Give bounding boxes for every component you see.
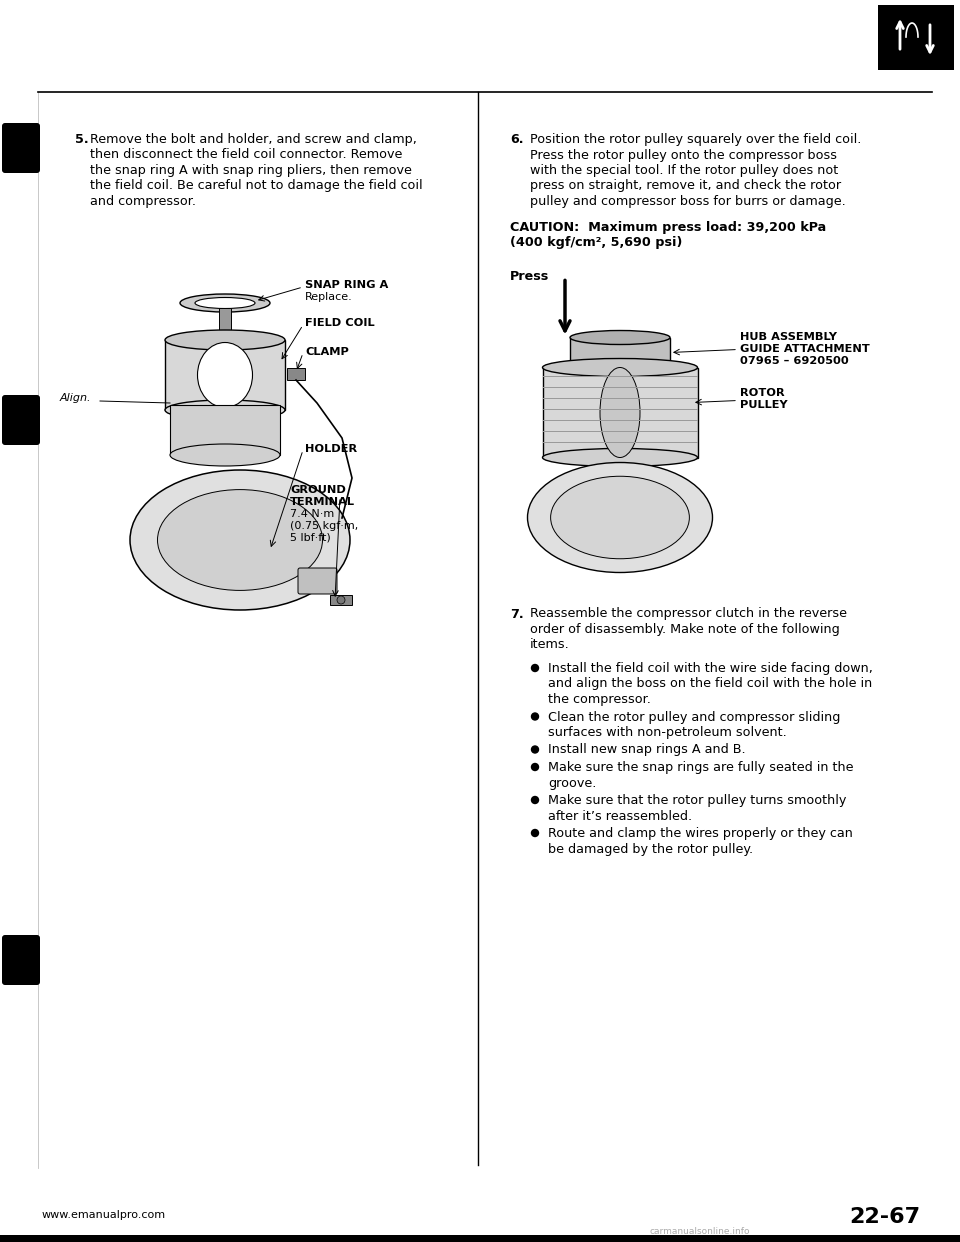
Ellipse shape: [157, 489, 323, 590]
FancyBboxPatch shape: [2, 123, 40, 173]
Bar: [219, 308, 231, 370]
Ellipse shape: [542, 359, 698, 376]
Text: ROTOR: ROTOR: [740, 388, 784, 397]
Ellipse shape: [542, 448, 698, 467]
Bar: [165, 340, 285, 410]
Text: www.emanualpro.com: www.emanualpro.com: [42, 1210, 166, 1220]
Text: TERMINAL: TERMINAL: [290, 497, 355, 507]
Ellipse shape: [551, 476, 689, 559]
Ellipse shape: [600, 368, 640, 457]
Text: items.: items.: [530, 638, 569, 652]
Bar: [543, 368, 698, 457]
Text: GROUND: GROUND: [290, 484, 346, 496]
Text: press on straight, remove it, and check the rotor: press on straight, remove it, and check …: [530, 180, 841, 193]
Circle shape: [532, 830, 539, 837]
Text: Replace.: Replace.: [305, 292, 352, 302]
Text: surfaces with non-petroleum solvent.: surfaces with non-petroleum solvent.: [548, 727, 787, 739]
Text: with the special tool. If the rotor pulley does not: with the special tool. If the rotor pull…: [530, 164, 838, 178]
FancyBboxPatch shape: [298, 568, 337, 594]
FancyBboxPatch shape: [2, 395, 40, 445]
Circle shape: [532, 746, 539, 753]
Text: Align.: Align.: [60, 392, 91, 402]
Ellipse shape: [215, 366, 235, 374]
Text: Route and clamp the wires properly or they can: Route and clamp the wires properly or th…: [548, 827, 852, 840]
Text: Make sure the snap rings are fully seated in the: Make sure the snap rings are fully seate…: [548, 761, 853, 774]
Bar: [330, 595, 352, 605]
Text: 5.: 5.: [75, 133, 88, 147]
Bar: [287, 368, 305, 380]
Text: HUB ASSEMBLY: HUB ASSEMBLY: [740, 332, 837, 342]
Bar: [170, 405, 280, 455]
Circle shape: [532, 664, 539, 672]
Text: 22-67: 22-67: [849, 1207, 920, 1227]
Text: be damaged by the rotor pulley.: be damaged by the rotor pulley.: [548, 842, 754, 856]
Circle shape: [532, 764, 539, 770]
Bar: [878, 5, 954, 70]
Ellipse shape: [527, 462, 712, 573]
Text: 7.: 7.: [510, 607, 523, 621]
Text: Press the rotor pulley onto the compressor boss: Press the rotor pulley onto the compress…: [530, 149, 837, 161]
Text: 07965 – 6920500: 07965 – 6920500: [740, 355, 849, 365]
Circle shape: [532, 713, 539, 720]
Ellipse shape: [130, 469, 350, 610]
Text: (0.75 kgf·m,: (0.75 kgf·m,: [290, 520, 358, 532]
Text: the snap ring A with snap ring pliers, then remove: the snap ring A with snap ring pliers, t…: [90, 164, 412, 178]
Text: HOLDER: HOLDER: [305, 443, 357, 455]
Text: and align the boss on the field coil with the hole in: and align the boss on the field coil wit…: [548, 677, 873, 691]
Bar: [0, 1235, 960, 1242]
Text: carmanualsonline.info: carmanualsonline.info: [650, 1227, 751, 1236]
Text: pulley and compressor boss for burrs or damage.: pulley and compressor boss for burrs or …: [530, 195, 846, 207]
FancyBboxPatch shape: [2, 935, 40, 985]
Text: then disconnect the field coil connector. Remove: then disconnect the field coil connector…: [90, 149, 402, 161]
Ellipse shape: [195, 298, 255, 308]
Text: after it’s reassembled.: after it’s reassembled.: [548, 810, 692, 822]
Text: order of disassembly. Make note of the following: order of disassembly. Make note of the f…: [530, 623, 840, 636]
Text: Clean the rotor pulley and compressor sliding: Clean the rotor pulley and compressor sl…: [548, 710, 840, 724]
Text: CLAMP: CLAMP: [305, 347, 348, 356]
Text: GUIDE ATTACHMENT: GUIDE ATTACHMENT: [740, 344, 870, 354]
Text: the field coil. Be careful not to damage the field coil: the field coil. Be careful not to damage…: [90, 180, 422, 193]
Ellipse shape: [180, 294, 270, 312]
Text: Install the field coil with the wire side facing down,: Install the field coil with the wire sid…: [548, 662, 873, 674]
Ellipse shape: [170, 443, 280, 466]
Text: CAUTION:  Maximum press load: 39,200 kPa: CAUTION: Maximum press load: 39,200 kPa: [510, 221, 827, 233]
Ellipse shape: [337, 596, 345, 604]
Text: PULLEY: PULLEY: [740, 400, 787, 410]
Text: groove.: groove.: [548, 776, 596, 790]
Circle shape: [532, 796, 539, 804]
Text: Make sure that the rotor pulley turns smoothly: Make sure that the rotor pulley turns sm…: [548, 794, 847, 807]
Text: Position the rotor pulley squarely over the field coil.: Position the rotor pulley squarely over …: [530, 133, 861, 147]
Text: (400 kgf/cm², 5,690 psi): (400 kgf/cm², 5,690 psi): [510, 236, 683, 248]
Bar: [570, 338, 670, 368]
Text: 7.4 N·m: 7.4 N·m: [290, 509, 334, 519]
Text: 5 lbf·ft): 5 lbf·ft): [290, 533, 331, 543]
Text: the compressor.: the compressor.: [548, 693, 651, 705]
Text: Install new snap rings A and B.: Install new snap rings A and B.: [548, 744, 746, 756]
Text: SNAP RING A: SNAP RING A: [305, 279, 388, 289]
Ellipse shape: [570, 330, 670, 344]
Text: Remove the bolt and holder, and screw and clamp,: Remove the bolt and holder, and screw an…: [90, 133, 417, 147]
Text: Reassemble the compressor clutch in the reverse: Reassemble the compressor clutch in the …: [530, 607, 847, 621]
Ellipse shape: [165, 400, 285, 420]
Ellipse shape: [198, 343, 252, 407]
Text: 6.: 6.: [510, 133, 523, 147]
Text: and compressor.: and compressor.: [90, 195, 196, 207]
Text: FIELD COIL: FIELD COIL: [305, 318, 374, 328]
Ellipse shape: [165, 330, 285, 350]
Text: Press: Press: [510, 270, 549, 282]
